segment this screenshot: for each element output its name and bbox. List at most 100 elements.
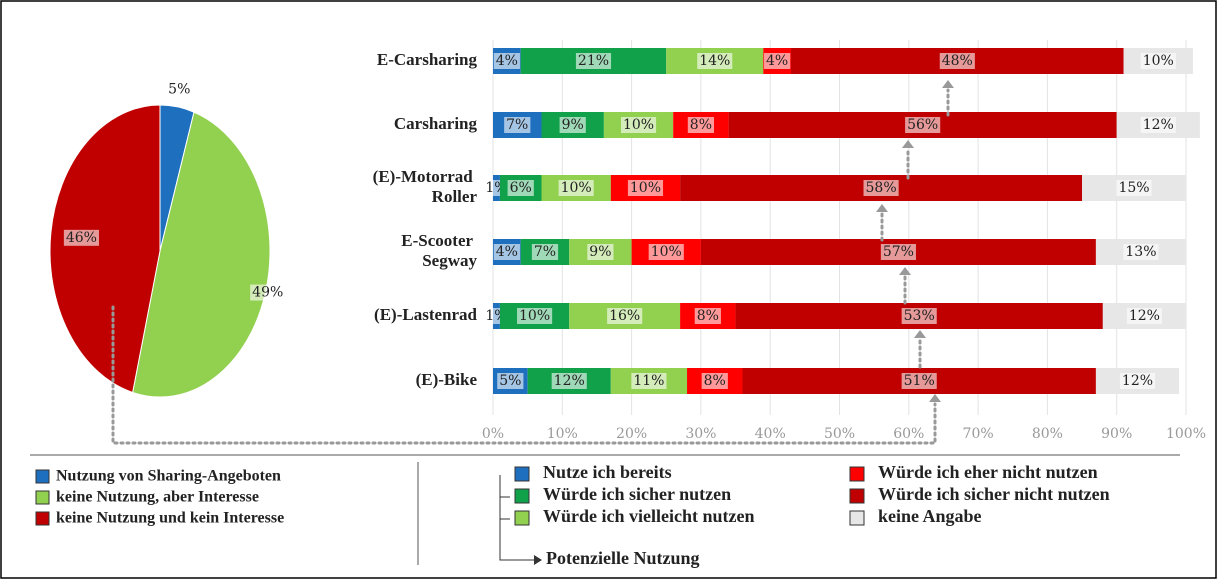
arrowheads xyxy=(876,80,954,402)
label-box xyxy=(631,373,667,389)
data-label: 51% xyxy=(904,373,935,389)
data-label: 10% xyxy=(1143,53,1174,69)
pie-slice xyxy=(49,104,161,394)
data-label: 7% xyxy=(506,117,528,133)
x-tick-label: 40% xyxy=(755,426,786,442)
label-box xyxy=(687,117,715,133)
x-tick-label: 80% xyxy=(1032,426,1063,442)
label-box xyxy=(863,180,899,196)
label-box xyxy=(1140,53,1176,69)
data-label: 8% xyxy=(690,117,712,133)
bracket-ticks xyxy=(500,496,510,520)
y-tick-label: E-Carsharing xyxy=(377,50,478,69)
data-label: 58% xyxy=(866,180,897,196)
x-tick-label: 70% xyxy=(963,426,994,442)
legend-swatch xyxy=(35,469,50,484)
x-tick-label: 0% xyxy=(482,426,504,442)
label-box xyxy=(607,308,643,324)
y-tick-label: (E)-Lastenrad xyxy=(374,305,477,324)
data-label: 7% xyxy=(534,244,556,260)
legend-swatch xyxy=(849,466,865,482)
label-line: (E)-Motorrad xyxy=(373,167,477,186)
data-label: 6% xyxy=(510,180,532,196)
legend-label: keine Nutzung und kein Interesse xyxy=(56,510,284,527)
label-box xyxy=(901,308,937,324)
x-tick-label: 30% xyxy=(685,426,716,442)
label-box xyxy=(1116,180,1152,196)
data-label: 10% xyxy=(651,244,682,260)
x-tick-label: 90% xyxy=(1101,426,1132,442)
connectors xyxy=(111,80,954,565)
data-label: 21% xyxy=(578,53,609,69)
data-label: 15% xyxy=(1118,180,1149,196)
label-box xyxy=(497,373,524,389)
data-label: 9% xyxy=(589,244,611,260)
label-box xyxy=(905,117,941,133)
data-label: 10% xyxy=(519,308,550,324)
legend-label: Würde ich sicher nutzen xyxy=(543,484,731,504)
data-label: 48% xyxy=(942,53,973,69)
label-box xyxy=(63,229,99,246)
data-label: 12% xyxy=(1129,308,1160,324)
legend-swatch xyxy=(35,511,50,526)
data-label: 11% xyxy=(633,373,664,389)
legend-swatch xyxy=(514,510,530,526)
label-box xyxy=(1140,117,1176,133)
data-label: 4% xyxy=(766,53,788,69)
legend-label: keine Nutzung, aber Interesse xyxy=(56,489,259,506)
x-tick-label: 60% xyxy=(893,426,924,442)
label-box xyxy=(551,373,587,389)
data-label: 12% xyxy=(1122,373,1153,389)
label-box xyxy=(939,53,975,69)
data-label: 10% xyxy=(561,180,592,196)
data-label: 57% xyxy=(883,244,914,260)
data-label: 16% xyxy=(609,308,640,324)
y-tick-label: (E)-Motorrad Roller xyxy=(373,167,478,206)
label-box xyxy=(880,244,916,260)
label-box xyxy=(697,53,733,69)
x-tick-label: 10% xyxy=(547,426,578,442)
label-box xyxy=(648,244,684,260)
label-box xyxy=(559,117,586,133)
legend-label: Nutzung von Sharing-Angeboten xyxy=(56,468,281,485)
data-label: 5% xyxy=(168,81,190,97)
label-box xyxy=(627,180,664,196)
annotation: Potenzielle Nutzung xyxy=(546,548,699,568)
label-box xyxy=(694,308,721,324)
legend-swatch xyxy=(514,488,530,504)
data-label: 8% xyxy=(697,308,719,324)
label-line: Segway xyxy=(422,251,477,270)
data-label: 4% xyxy=(496,244,518,260)
legend-swatch xyxy=(849,488,865,504)
label-box xyxy=(901,373,937,389)
label-box xyxy=(517,308,553,324)
legend-swatch xyxy=(35,490,50,505)
label-box xyxy=(493,53,520,69)
data-label: 56% xyxy=(907,117,938,133)
label-box xyxy=(1123,244,1159,260)
label-line: E-Scooter xyxy=(401,231,477,250)
x-tick-label: 100% xyxy=(1166,426,1206,442)
label-box xyxy=(507,180,534,196)
data-label: 53% xyxy=(904,308,935,324)
marks: 5% Nutzung von Sharing-Angeboten 49% keine … xyxy=(35,40,1206,527)
legend-swatch xyxy=(514,466,530,482)
label-line: Roller xyxy=(432,187,478,206)
data-label: 13% xyxy=(1125,244,1156,260)
data-label: 10% xyxy=(630,180,661,196)
label-box xyxy=(764,53,791,69)
data-label: 46% xyxy=(66,230,97,246)
label-box xyxy=(1119,373,1156,389)
x-tick-label: 50% xyxy=(824,426,855,442)
label-box xyxy=(620,117,657,133)
data-label: 8% xyxy=(704,373,726,389)
y-tick-label: Carsharing xyxy=(394,114,478,133)
data-label: 10% xyxy=(623,117,654,133)
legend-label: Würde ich vielleicht nutzen xyxy=(543,506,754,526)
label-box xyxy=(575,53,612,69)
legend-label: keine Angabe xyxy=(878,506,982,526)
data-label: 49% xyxy=(252,285,283,301)
label-box xyxy=(531,244,559,260)
